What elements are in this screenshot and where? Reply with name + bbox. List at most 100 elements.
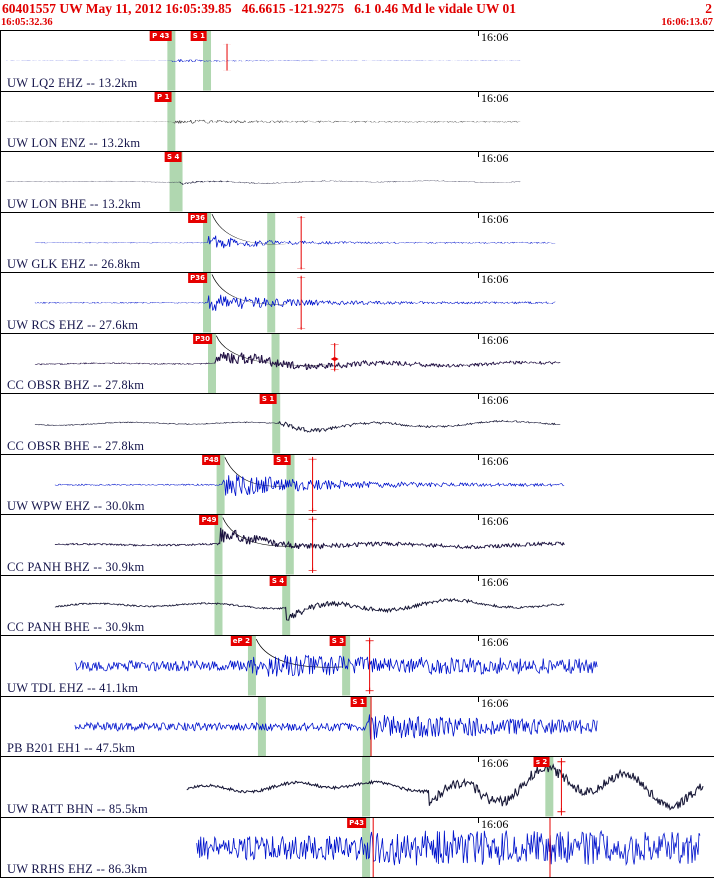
station-channel-label: UW RATT BHN -- 85.5km (7, 801, 148, 816)
pick-flag[interactable]: P49 (199, 515, 219, 525)
pick-highlight-band (214, 515, 223, 575)
pick-flag[interactable]: P 43 (150, 31, 172, 41)
pick-flag[interactable]: S 1 (259, 394, 277, 404)
seismogram-waveform[interactable] (1, 636, 714, 696)
seismogram-waveform[interactable] (1, 394, 714, 454)
trace-list: 16:06 UW LQ2 EHZ -- 13.2km P 43 S 1 16:06… (0, 30, 714, 878)
minute-tick-label: 16:06 (480, 454, 509, 468)
pick-flag[interactable]: P36 (188, 273, 208, 283)
pick-highlight-band (267, 212, 276, 272)
waveform-path (186, 763, 704, 811)
pick-flag[interactable]: S 1 (350, 696, 367, 707)
pick-flag[interactable]: S 1 (190, 31, 208, 41)
seismogram-waveform[interactable] (1, 515, 714, 575)
trace-row[interactable]: 16:06 UW WPW EHZ -- 30.0km P48 S 1 (1, 454, 714, 515)
pick-flag[interactable]: P30 (193, 333, 213, 344)
minute-tick-mark (477, 817, 479, 823)
minute-tick-label: 16:06 (480, 515, 509, 528)
duration-error-bar[interactable] (297, 275, 306, 330)
waveform-path (5, 180, 521, 185)
seismogram-waveform[interactable] (1, 152, 714, 212)
waveform-path (54, 527, 565, 550)
station-channel-label: UW GLK EHZ -- 26.8km (7, 257, 141, 271)
seismogram-waveform[interactable] (1, 454, 714, 515)
minute-tick-mark (477, 515, 479, 520)
pick-flag[interactable]: P48 (201, 454, 221, 465)
duration-error-bar[interactable] (365, 637, 374, 694)
minute-tick-mark (477, 31, 479, 36)
station-channel-label: CC PANH BHZ -- 30.9km (7, 559, 145, 574)
pick-flag[interactable]: s 2 (533, 757, 550, 767)
trace-row[interactable]: 16:06 UW GLK EHZ -- 26.8km P36 (1, 212, 714, 273)
trace-row[interactable]: 16:06 UW RRHS EHZ -- 86.3km P43 (1, 817, 714, 878)
minute-tick-label: 16:06 (480, 636, 509, 649)
station-channel-label: CC OBSR BHZ -- 27.8km (7, 378, 145, 392)
duration-error-bar[interactable] (308, 516, 317, 573)
trace-row[interactable]: 16:06 CC OBSR BHE -- 27.8km S 1 (1, 394, 714, 455)
waveform-path (54, 474, 565, 496)
trace-row[interactable]: 16:06 PB B201 EH1 -- 47.5km S 1 (1, 696, 714, 757)
duration-error-bar[interactable] (308, 456, 317, 513)
trace-row[interactable]: 16:06 UW TDL EHZ -- 41.1km eP 2 S 3 (1, 636, 714, 697)
minute-tick-label: 16:06 (480, 575, 509, 589)
seismogram-waveform[interactable] (1, 333, 714, 394)
pick-flag[interactable]: S 3 (329, 636, 347, 646)
event-summary: 60401557 UW May 11, 2012 16:05:39.85 46.… (2, 1, 516, 16)
trace-row[interactable]: 16:06 UW RCS EHZ -- 27.6km P36 (1, 273, 714, 334)
pick-highlight-band (167, 91, 176, 151)
coda-guide-curve (224, 456, 287, 487)
header-line-2: 16:05:32.36 16:06:13.67 (0, 17, 714, 30)
pick-flag[interactable]: P36 (188, 212, 208, 223)
minute-tick-mark (477, 333, 479, 339)
window-start-time: 16:05:32.36 (1, 17, 53, 28)
trace-row[interactable]: 16:06 UW LON BHE -- 13.2km S 4 (1, 152, 714, 213)
minute-tick-mark (477, 575, 479, 581)
pick-highlight-band (169, 152, 183, 212)
header-line-1: 60401557 UW May 11, 2012 16:05:39.85 46.… (0, 0, 714, 17)
seismogram-waveform[interactable] (1, 817, 714, 878)
station-channel-label: UW RCS EHZ -- 27.6km (7, 317, 139, 332)
pick-flag[interactable]: P43 (347, 817, 367, 828)
trace-row[interactable]: 16:06 CC PANH BHE -- 30.9km S 4 (1, 575, 714, 636)
seismogram-waveform[interactable] (1, 273, 714, 333)
trace-row[interactable]: 16:06 UW LON ENZ -- 13.2km P 1 (1, 91, 714, 152)
waveform-path (34, 419, 561, 433)
duration-error-bar[interactable] (223, 43, 232, 71)
pick-highlight-band (545, 757, 554, 817)
duration-error-bar[interactable] (297, 215, 306, 269)
station-channel-label: UW RRHS EHZ -- 86.3km (7, 862, 148, 876)
minute-tick-label: 16:06 (480, 212, 509, 226)
minute-tick-label: 16:06 (480, 91, 509, 105)
pick-highlight-band (203, 212, 212, 272)
minute-tick-label: 16:06 (480, 757, 509, 770)
pick-flag[interactable]: P 1 (154, 91, 172, 102)
seismogram-waveform[interactable] (1, 31, 714, 91)
amplitude-marker-diamond[interactable] (330, 356, 339, 361)
pick-highlight-band (208, 333, 216, 393)
minute-tick-mark (477, 454, 479, 460)
trace-row[interactable]: 16:06 UW LQ2 EHZ -- 13.2km P 43 S 1 (1, 31, 714, 92)
minute-tick-mark (477, 91, 479, 97)
seismogram-waveform[interactable] (1, 91, 714, 152)
seismogram-waveform[interactable] (1, 696, 714, 757)
trace-row[interactable]: 16:06 UW RATT BHN -- 85.5km s 2 (1, 757, 714, 818)
waveform-path (5, 119, 521, 124)
trace-row[interactable]: 16:06 CC PANH BHZ -- 30.9km P49 (1, 515, 714, 576)
pick-flag[interactable]: S 4 (269, 575, 287, 586)
pick-flag[interactable]: S 1 (274, 454, 291, 465)
seismogram-waveform[interactable] (1, 575, 714, 636)
pick-flag[interactable]: S 4 (165, 152, 182, 162)
minute-tick-mark (477, 696, 479, 702)
minute-tick-label: 16:06 (480, 333, 509, 347)
seismogram-waveform[interactable] (1, 212, 714, 273)
waveform-path (34, 235, 556, 248)
trace-row[interactable]: 16:06 CC OBSR BHZ -- 27.8km P30 (1, 333, 714, 394)
minute-tick-mark (477, 394, 479, 399)
minute-tick-mark (477, 273, 479, 278)
station-channel-label: UW WPW EHZ -- 30.0km (7, 499, 145, 513)
seismogram-waveform[interactable] (1, 757, 714, 817)
duration-error-bar[interactable] (557, 758, 566, 816)
pick-highlight-band (282, 575, 291, 635)
pick-flag[interactable]: eP 2 (230, 636, 252, 646)
